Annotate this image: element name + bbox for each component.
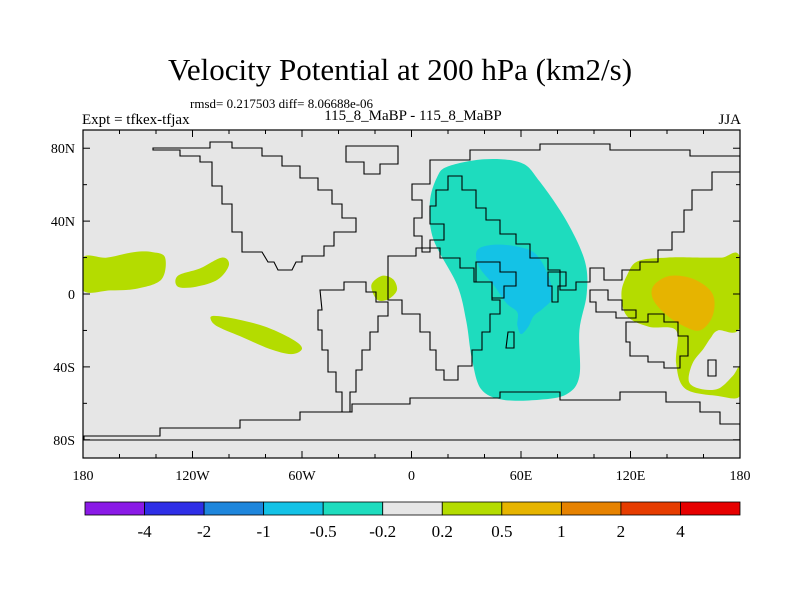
contour-region-4: [210, 315, 303, 355]
season-label: JJA: [718, 112, 741, 128]
colorbar-box-6: [441, 501, 503, 516]
colorbar: [84, 501, 741, 516]
y-tick-label-1: 40N: [51, 215, 75, 230]
contour-region-6: [621, 252, 740, 399]
coastline-new-zealand: [707, 359, 717, 377]
x-tick-label-4: 60E: [510, 469, 533, 484]
colorbar-box-10: [680, 501, 741, 516]
x-tick-label-2: 60W: [288, 469, 316, 484]
colorbar-box-5: [382, 501, 443, 516]
colorbar-label-0: -4: [137, 522, 152, 541]
case-name: 115_8_MaBP - 115_8_MaBP: [324, 108, 502, 124]
axis-ticks: [82, 130, 741, 458]
map-frame: [82, 129, 741, 459]
colorbar-label-1: -2: [197, 522, 211, 541]
colorbar-box-1: [144, 501, 205, 516]
contour-region-7: [651, 275, 715, 331]
colorbar-label-9: 4: [676, 522, 685, 541]
coastline-eurasia: [411, 143, 740, 291]
y-tick-label-0: 80N: [51, 142, 75, 157]
x-tick-label-5: 120E: [616, 469, 646, 484]
y-tick-labels: 80N 40N 0 40S 80S: [51, 142, 75, 449]
colorbar-box-9: [620, 501, 681, 516]
x-tick-label-1: 120W: [175, 469, 210, 484]
y-tick-label-3: 40S: [53, 361, 75, 376]
colorbar-box-4: [322, 501, 384, 516]
coastlines: [83, 141, 740, 441]
coastline-india: [547, 271, 567, 303]
colorbar-label-5: 0.2: [432, 522, 453, 541]
chart-title: Velocity Potential at 200 hPa (km2/s): [167, 52, 633, 87]
x-tick-label-0: 180: [73, 469, 94, 484]
colorbar-label-3: -0.5: [310, 522, 337, 541]
y-tick-label-4: 80S: [53, 434, 75, 449]
colorbar-label-8: 2: [617, 522, 626, 541]
colorbar-label-2: -1: [257, 522, 271, 541]
x-tick-labels: 180 120W 60W 0 60E 120E 180: [73, 469, 751, 484]
contour-fills: [83, 158, 740, 401]
x-tick-label-3: 0: [408, 469, 415, 484]
colorbar-label-4: -0.2: [369, 522, 396, 541]
contour-region-1: [475, 244, 553, 335]
coastline-antarctica: [83, 391, 740, 441]
y-tick-label-2: 0: [68, 288, 75, 303]
colorbar-box-3: [263, 501, 324, 516]
x-tick-label-6: 180: [730, 469, 751, 484]
coastline-africa: [387, 247, 501, 381]
coastline-madagascar: [505, 331, 515, 349]
contour-region-3: [175, 257, 230, 288]
colorbar-box-8: [560, 501, 622, 516]
colorbar-labels: -4 -2 -1 -0.5 -0.2 0.2 0.5 1 2 4: [137, 522, 685, 541]
colorbar-box-0: [84, 501, 145, 516]
experiment-label: Expt = tfkex-tfjax: [82, 112, 190, 128]
contour-region-5: [371, 275, 398, 301]
coastline-australia: [625, 313, 689, 369]
colorbar-box-7: [501, 501, 562, 516]
contour-region-2: [83, 251, 166, 293]
colorbar-label-7: 1: [557, 522, 566, 541]
coastline-north-america: [152, 141, 357, 271]
coastline-arabia: [475, 261, 517, 299]
coastline-south-america: [317, 281, 389, 413]
stats-line: rmsd= 0.217503 diff= 8.06688e-06: [190, 96, 374, 111]
colorbar-box-2: [203, 501, 265, 516]
coastline-greenland: [345, 145, 399, 175]
coastline-maritime: [589, 289, 637, 319]
colorbar-label-6: 0.5: [491, 522, 512, 541]
